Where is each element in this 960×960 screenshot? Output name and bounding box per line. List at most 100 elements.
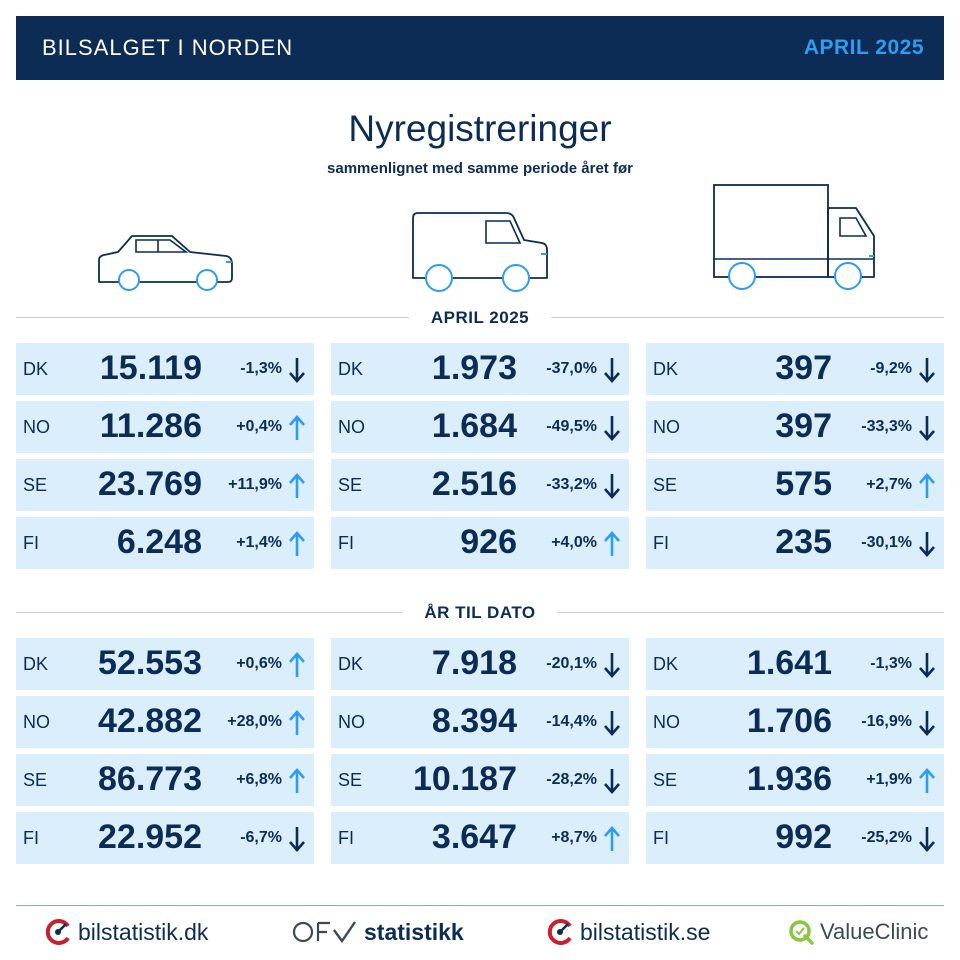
- arrow-down-icon: [918, 710, 936, 736]
- country-code: NO: [338, 712, 365, 732]
- change-percent: -6,7%: [240, 829, 282, 846]
- registration-value: 15.119: [99, 349, 202, 387]
- stat-cell: NO 8.394 -14,4%: [331, 696, 629, 748]
- footer-divider: [16, 905, 944, 906]
- stat-cell: NO 1.706 -16,9%: [646, 696, 944, 748]
- ofv-logo-icon: [292, 921, 356, 944]
- change-percent: -49,5%: [546, 418, 597, 435]
- arrow-down-icon: [603, 415, 621, 441]
- registration-value: 86.773: [98, 760, 202, 798]
- arrow-down-icon: [603, 357, 621, 383]
- stat-cell: SE 23.769 +11,9%: [16, 459, 314, 511]
- valueclinic-logo-icon: [789, 920, 814, 945]
- country-code: DK: [653, 654, 679, 674]
- country-code: SE: [653, 475, 678, 495]
- country-code: NO: [653, 712, 680, 732]
- stat-cell: FI 6.248 +1,4%: [16, 517, 314, 569]
- country-code: DK: [338, 654, 364, 674]
- stat-cell: DK 15.119 -1,3%: [16, 343, 314, 395]
- country-code: FI: [338, 828, 354, 848]
- country-code: FI: [653, 533, 669, 553]
- arrow-down-icon: [603, 473, 621, 499]
- logo-valueclinic: ValueClinic: [788, 912, 928, 952]
- arrow-up-icon: [918, 473, 936, 499]
- country-code: DK: [23, 654, 49, 674]
- logo-ofv-statistikk: statistikk: [292, 912, 464, 952]
- stat-cell: SE 1.936 +1,9%: [646, 754, 944, 806]
- country-code: SE: [338, 770, 363, 790]
- change-percent: +2,7%: [866, 476, 912, 493]
- registration-value: 2.516: [431, 465, 517, 503]
- change-percent: +0,6%: [236, 655, 282, 672]
- arrow-up-icon: [288, 531, 306, 557]
- logo-text: ValueClinic: [820, 919, 929, 944]
- registration-value: 397: [775, 349, 832, 387]
- country-code: DK: [653, 359, 679, 379]
- registration-value: 1.684: [431, 407, 517, 445]
- header-title: BILSALGET I NORDEN: [42, 35, 294, 60]
- registration-value: 1.936: [746, 760, 832, 798]
- truck-icon: [712, 184, 878, 292]
- stat-cell: FI 3.647 +8,7%: [331, 812, 629, 864]
- change-percent: -1,3%: [870, 655, 912, 672]
- registration-value: 1.641: [746, 644, 832, 682]
- arrow-up-icon: [288, 415, 306, 441]
- stat-cell: NO 42.882 +28,0%: [16, 696, 314, 748]
- header-bar: BILSALGET I NORDEN APRIL 2025: [16, 16, 944, 80]
- change-percent: -25,2%: [861, 829, 912, 846]
- country-code: SE: [653, 770, 678, 790]
- arrow-down-icon: [603, 768, 621, 794]
- bilstatistik-logo-icon: [45, 919, 70, 945]
- arrow-down-icon: [918, 531, 936, 557]
- stat-cell: FI 992 -25,2%: [646, 812, 944, 864]
- stat-cell: FI 22.952 -6,7%: [16, 812, 314, 864]
- change-percent: +1,4%: [236, 534, 282, 551]
- registration-value: 926: [460, 523, 517, 561]
- country-code: FI: [23, 533, 39, 553]
- registration-value: 1.973: [431, 349, 517, 387]
- registration-value: 23.769: [98, 465, 202, 503]
- stat-cell: NO 11.286 +0,4%: [16, 401, 314, 453]
- registration-value: 1.706: [746, 702, 832, 740]
- change-percent: -33,2%: [546, 476, 597, 493]
- country-code: FI: [23, 828, 39, 848]
- change-percent: -1,3%: [240, 360, 282, 377]
- registration-value: 7.918: [431, 644, 517, 682]
- country-code: FI: [338, 533, 354, 553]
- registration-value: 22.952: [98, 818, 202, 856]
- logo-text: bilstatistik.se: [580, 918, 711, 945]
- logo-bilstatistik-se: bilstatistik.se: [546, 912, 710, 952]
- page-subtitle: sammenlignet med samme periode året før: [327, 160, 633, 177]
- arrow-up-icon: [603, 826, 621, 852]
- stat-cell: DK 1.973 -37,0%: [331, 343, 629, 395]
- section-label: ÅR TIL DATO: [402, 602, 558, 624]
- country-code: NO: [23, 712, 50, 732]
- registration-value: 992: [775, 818, 832, 856]
- section-divider-ytd: ÅR TIL DATO: [16, 602, 944, 624]
- country-code: FI: [653, 828, 669, 848]
- stat-cell: FI 235 -30,1%: [646, 517, 944, 569]
- registration-value: 8.394: [431, 702, 517, 740]
- header-period: APRIL 2025: [803, 36, 924, 59]
- arrow-down-icon: [603, 652, 621, 678]
- country-code: NO: [653, 417, 680, 437]
- country-code: SE: [23, 770, 48, 790]
- arrow-down-icon: [603, 710, 621, 736]
- arrow-up-icon: [288, 473, 306, 499]
- change-percent: -37,0%: [546, 360, 597, 377]
- stat-cell: DK 52.553 +0,6%: [16, 638, 314, 690]
- change-percent: +1,9%: [866, 771, 912, 788]
- country-code: SE: [23, 475, 48, 495]
- change-percent: -30,1%: [861, 534, 912, 551]
- arrow-down-icon: [288, 826, 306, 852]
- logo-bilstatistik-dk: bilstatistik.dk: [44, 912, 208, 952]
- arrow-up-icon: [288, 710, 306, 736]
- country-code: SE: [338, 475, 363, 495]
- bilstatistik-logo-icon: [547, 919, 572, 945]
- registration-value: 6.248: [116, 523, 202, 561]
- stat-cell: DK 1.641 -1,3%: [646, 638, 944, 690]
- arrow-down-icon: [918, 652, 936, 678]
- registration-value: 42.882: [98, 702, 202, 740]
- stat-cell: NO 1.684 -49,5%: [331, 401, 629, 453]
- registration-value: 10.187: [413, 760, 517, 798]
